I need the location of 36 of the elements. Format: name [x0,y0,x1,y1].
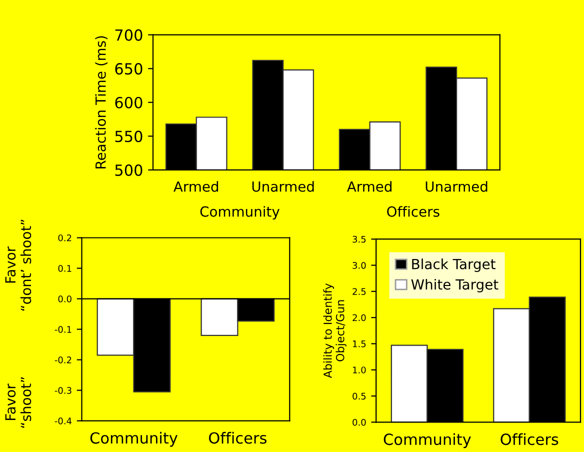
y-tick-label: 650 [115,63,142,75]
y-tick-label: 600 [115,96,142,108]
y-tick-label: 3.0 [352,262,366,269]
x-tick-label: Unarmed [252,181,314,192]
y-tick-label: 0.0 [58,296,72,302]
y-tick-label: 0.0 [352,418,366,426]
legend-label: White Target [411,278,498,292]
y-tick-label: -0.3 [54,387,72,394]
y-axis-title: Ability to Identify Object/Gun [323,283,346,378]
x-tick-label: Community [384,433,471,448]
y-tick-label: 500 [115,164,142,176]
y-tick-label: 1.5 [353,340,366,348]
y-tick-label: 550 [115,130,142,142]
y-tick-label: -0.1 [54,326,72,333]
x-tick-label: Officers [209,432,266,444]
y-tick-label: 0.5 [352,392,366,400]
x-tick-label: Officers [500,433,558,446]
legend-label: Black Target [412,258,496,272]
y-axis-title: Reaction Time (ms) [95,36,108,168]
y-tick-label: -0.4 [54,418,72,424]
y-tick-label: 0.2 [58,234,72,242]
text: Community [200,206,280,220]
x-tick-label: Armed [174,181,218,192]
x-tick-label: Community [90,432,178,447]
text: Officers [387,206,440,217]
y-tick-label: 2.5 [352,288,366,295]
text: Favor “dont’ shoot” [5,220,32,311]
y-tick-label: -0.2 [54,356,72,364]
y-tick-label: 1.0 [353,366,366,374]
y-tick-label: 700 [115,29,142,41]
text: Favor “shoot” [5,377,32,428]
x-tick-label: Armed [346,181,392,192]
y-tick-label: 3.5 [352,236,366,243]
x-tick-label: Unarmed [426,181,488,192]
y-tick-label: 0.1 [58,264,72,272]
y-tick-label: 2.0 [352,314,366,322]
